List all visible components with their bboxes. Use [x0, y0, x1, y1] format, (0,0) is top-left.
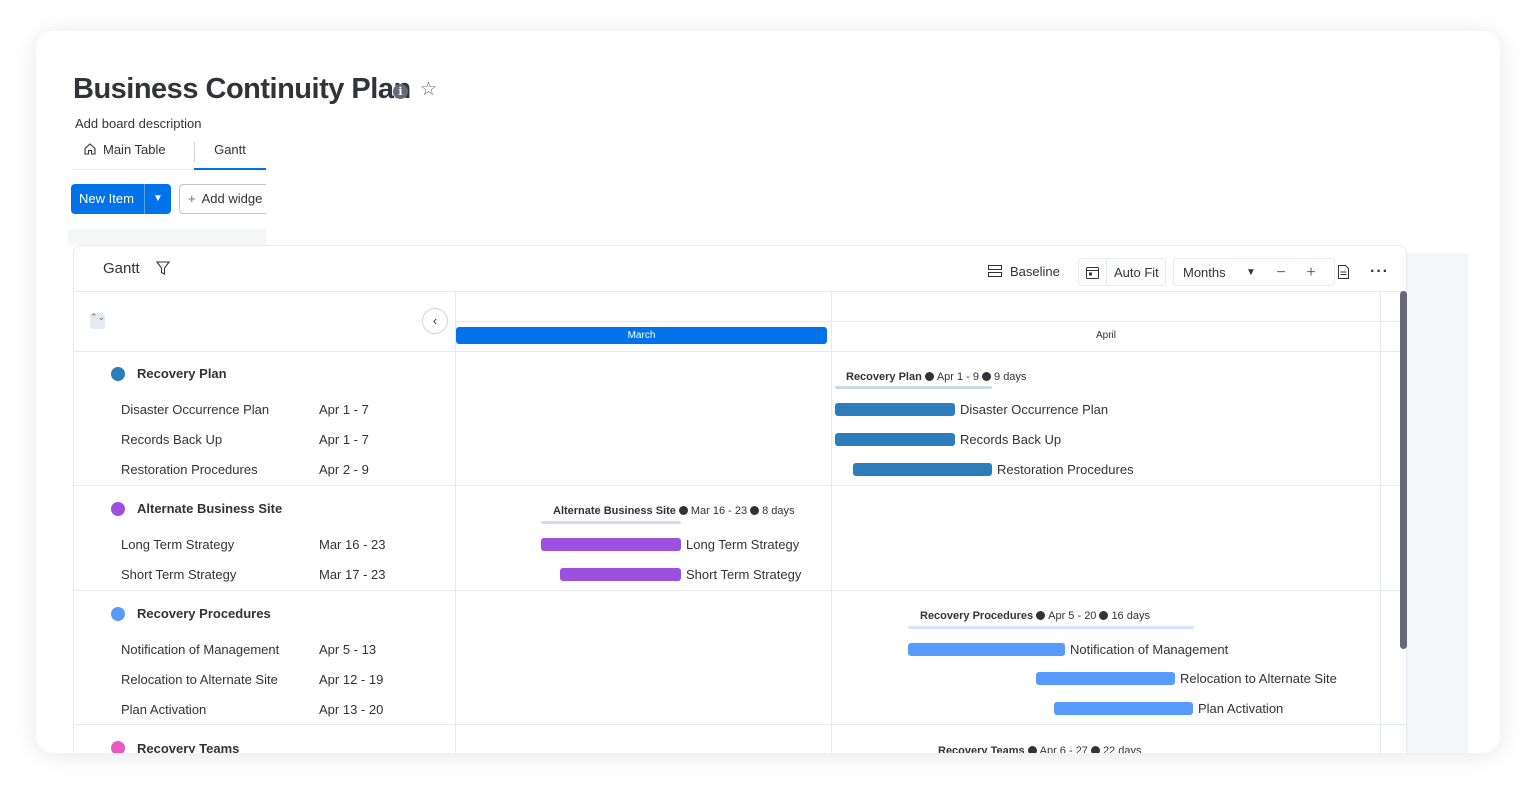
- item-dates: Apr 1 - 7: [319, 402, 369, 417]
- divider: [74, 291, 1406, 292]
- group-summary: Recovery Procedures Apr 5 - 20 16 days: [920, 610, 1150, 622]
- gantt-bar[interactable]: [1036, 672, 1175, 685]
- filter-icon[interactable]: [156, 260, 170, 276]
- chevron-down-icon[interactable]: ▼: [1246, 267, 1256, 278]
- divider-strip: [68, 229, 266, 245]
- gantt-bar-label: Plan Activation: [1198, 701, 1284, 716]
- item-dates: Mar 16 - 23: [319, 537, 386, 552]
- item-dates: Apr 13 - 20: [319, 702, 384, 717]
- item-dates: Apr 2 - 9: [319, 462, 369, 477]
- zoom-select[interactable]: Months ▼ − +: [1173, 258, 1335, 286]
- divider: [74, 485, 1406, 486]
- item-name[interactable]: Short Term Strategy: [121, 567, 237, 582]
- chevron-down-icon[interactable]: ▼: [152, 193, 163, 204]
- item-dates: Mar 17 - 23: [319, 567, 386, 582]
- divider: [456, 321, 1406, 322]
- group-summary-line: [908, 626, 1194, 629]
- item-name[interactable]: Long Term Strategy: [121, 537, 235, 552]
- group-summary-line: [835, 386, 992, 389]
- new-item-label[interactable]: New Item: [71, 184, 145, 214]
- gantt-bar[interactable]: [835, 433, 955, 446]
- chevron-left-icon[interactable]: ‹: [422, 308, 448, 334]
- auto-fit-label: Auto Fit: [1114, 265, 1159, 280]
- export-icon[interactable]: [1337, 258, 1353, 286]
- gantt-bar-label: Disaster Occurrence Plan: [960, 402, 1109, 417]
- info-icon[interactable]: i: [393, 84, 408, 99]
- divider: [74, 724, 1406, 725]
- group-summary: Recovery Teams Apr 6 - 27 22 days: [938, 745, 1142, 753]
- divider: [74, 590, 1406, 591]
- group-summary: Alternate Business Site Mar 16 - 23 8 days: [553, 505, 795, 517]
- calendar-icon: [1079, 259, 1107, 285]
- item-name[interactable]: Relocation to Alternate Site: [121, 672, 278, 687]
- auto-fit-button[interactable]: Auto Fit: [1078, 258, 1166, 286]
- group-color-dot[interactable]: [111, 607, 125, 621]
- group-color-dot[interactable]: [111, 741, 125, 753]
- gantt-bar[interactable]: [560, 568, 681, 581]
- zoom-out-button[interactable]: −: [1276, 264, 1286, 281]
- gantt-bar[interactable]: [1054, 702, 1193, 715]
- gantt-title: Gantt: [103, 260, 140, 277]
- add-widget-label: Add widge: [201, 191, 263, 206]
- group-color-dot[interactable]: [111, 367, 125, 381]
- tab-main-table[interactable]: Main Table: [73, 140, 193, 170]
- gantt-panel: Gantt Baseline Auto Fit Months ▼ − + ···…: [73, 245, 1407, 753]
- baseline-icon: [988, 265, 1002, 277]
- gantt-bar[interactable]: [835, 403, 955, 416]
- gantt-bar-label: Notification of Management: [1070, 642, 1229, 657]
- item-name[interactable]: Disaster Occurrence Plan: [121, 402, 270, 417]
- baseline-label: Baseline: [1010, 264, 1060, 279]
- divider: [1380, 291, 1381, 753]
- more-icon[interactable]: ···: [1370, 263, 1389, 280]
- group-name[interactable]: Alternate Business Site: [137, 501, 283, 516]
- group-name[interactable]: Recovery Teams: [137, 741, 240, 753]
- gantt-bar-label: Short Term Strategy: [686, 567, 802, 582]
- tab-divider: [194, 142, 195, 162]
- board-description[interactable]: Add board description: [75, 116, 202, 131]
- baseline-button[interactable]: Baseline: [988, 258, 1060, 286]
- scrollbar[interactable]: [1400, 291, 1407, 649]
- month-april: April: [1096, 330, 1117, 341]
- zoom-value[interactable]: Months: [1183, 265, 1226, 280]
- gantt-bar-label: Relocation to Alternate Site: [1180, 671, 1337, 686]
- zoom-in-button[interactable]: +: [1306, 264, 1316, 281]
- group-color-dot[interactable]: [111, 502, 125, 516]
- gantt-bar[interactable]: [908, 643, 1065, 656]
- tab-gantt[interactable]: Gantt: [194, 140, 266, 170]
- gantt-bar[interactable]: [853, 463, 992, 476]
- item-name[interactable]: Records Back Up: [121, 432, 223, 447]
- item-name[interactable]: Restoration Procedures: [121, 462, 258, 477]
- item-dates: Apr 1 - 7: [319, 432, 369, 447]
- gantt-bar-label: Restoration Procedures: [997, 462, 1134, 477]
- item-name[interactable]: Notification of Management: [121, 642, 280, 657]
- tab-main-table-label: Main Table: [103, 142, 166, 157]
- side-gutter: [1407, 253, 1468, 753]
- new-item-button[interactable]: New Item ▼: [71, 184, 171, 214]
- group-name[interactable]: Recovery Plan: [137, 366, 227, 381]
- month-march: March: [456, 327, 827, 344]
- divider: [455, 291, 456, 753]
- gantt-bar-label: Long Term Strategy: [686, 537, 800, 552]
- gantt-bar[interactable]: [541, 538, 681, 551]
- divider: [831, 291, 832, 753]
- group-name[interactable]: Recovery Procedures: [137, 606, 271, 621]
- item-name[interactable]: Plan Activation: [121, 702, 207, 717]
- collapse-all-icon[interactable]: ⌃⌄: [90, 313, 105, 329]
- item-dates: Apr 5 - 13: [319, 642, 377, 657]
- board-title[interactable]: Business Continuity Plan: [73, 73, 411, 105]
- star-icon[interactable]: ☆: [420, 79, 438, 100]
- group-summary-line: [541, 521, 681, 524]
- add-widget-button[interactable]: + Add widge: [179, 184, 266, 214]
- gantt-bar-label: Records Back Up: [960, 432, 1062, 447]
- divider: [74, 351, 1406, 352]
- item-dates: Apr 12 - 19: [319, 672, 384, 687]
- home-icon: [84, 143, 96, 155]
- plus-icon: +: [188, 191, 196, 206]
